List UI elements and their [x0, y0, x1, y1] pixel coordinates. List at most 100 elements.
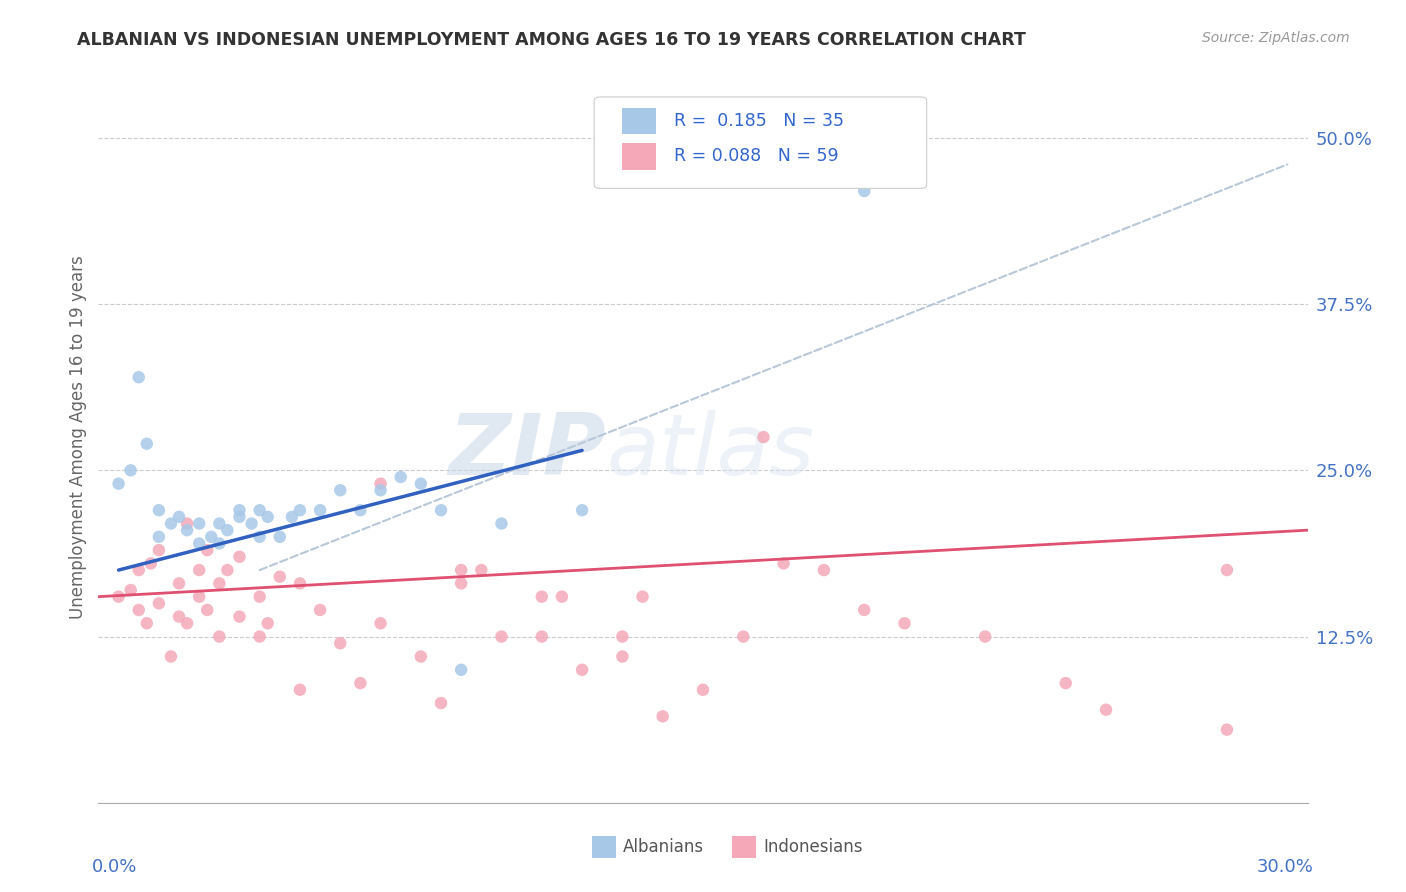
Point: [288, 503, 311, 517]
Point: [148, 503, 170, 517]
Point: [571, 503, 593, 517]
Point: [195, 603, 218, 617]
Point: [853, 603, 876, 617]
Point: [195, 543, 218, 558]
Point: [1216, 563, 1239, 577]
Point: [188, 516, 211, 531]
Point: [1095, 703, 1118, 717]
Point: [208, 576, 231, 591]
Text: R = 0.088   N = 59: R = 0.088 N = 59: [673, 147, 838, 165]
Point: [208, 516, 231, 531]
Text: R =  0.185   N = 35: R = 0.185 N = 35: [673, 112, 844, 130]
Point: [571, 663, 593, 677]
Point: [288, 682, 311, 697]
Bar: [733, 836, 756, 858]
Point: [430, 503, 453, 517]
Point: [329, 636, 352, 650]
Point: [309, 503, 332, 517]
Point: [349, 676, 371, 690]
Bar: [621, 108, 655, 135]
Point: [256, 509, 278, 524]
Point: [692, 682, 714, 697]
Point: [208, 536, 231, 550]
Point: [176, 516, 198, 531]
Point: [893, 616, 915, 631]
Point: [329, 483, 352, 498]
Text: 30.0%: 30.0%: [1257, 858, 1313, 876]
Point: [188, 590, 211, 604]
Point: [370, 616, 392, 631]
Point: [120, 582, 142, 597]
Point: [450, 563, 472, 577]
Point: [612, 649, 634, 664]
Point: [228, 503, 250, 517]
Point: [240, 516, 263, 531]
Point: [530, 630, 553, 644]
Point: [752, 430, 775, 444]
Point: [491, 630, 513, 644]
Point: [167, 609, 190, 624]
Point: [228, 609, 250, 624]
Point: [167, 576, 190, 591]
Point: [200, 530, 222, 544]
Bar: [592, 836, 616, 858]
Bar: [621, 143, 655, 169]
Text: Source: ZipAtlas.com: Source: ZipAtlas.com: [1202, 31, 1350, 45]
Point: [370, 476, 392, 491]
Point: [135, 436, 157, 450]
FancyBboxPatch shape: [595, 97, 927, 188]
Point: [389, 470, 412, 484]
Text: 0.0%: 0.0%: [93, 858, 138, 876]
Point: [349, 503, 371, 517]
Point: [249, 503, 271, 517]
Point: [409, 649, 432, 664]
Point: [409, 476, 432, 491]
Point: [288, 576, 311, 591]
Text: Albanians: Albanians: [623, 838, 704, 855]
Point: [491, 516, 513, 531]
Point: [551, 590, 574, 604]
Point: [188, 563, 211, 577]
Point: [772, 557, 794, 571]
Point: [269, 530, 291, 544]
Point: [176, 616, 198, 631]
Point: [1054, 676, 1077, 690]
Point: [107, 590, 129, 604]
Point: [249, 630, 271, 644]
Point: [208, 630, 231, 644]
Point: [470, 563, 492, 577]
Text: atlas: atlas: [606, 410, 814, 493]
Point: [450, 576, 472, 591]
Point: [217, 563, 239, 577]
Text: ALBANIAN VS INDONESIAN UNEMPLOYMENT AMONG AGES 16 TO 19 YEARS CORRELATION CHART: ALBANIAN VS INDONESIAN UNEMPLOYMENT AMON…: [77, 31, 1026, 49]
Point: [733, 630, 755, 644]
Y-axis label: Unemployment Among Ages 16 to 19 years: Unemployment Among Ages 16 to 19 years: [69, 255, 87, 619]
Point: [249, 530, 271, 544]
Point: [256, 616, 278, 631]
Point: [148, 543, 170, 558]
Point: [135, 616, 157, 631]
Point: [139, 557, 162, 571]
Point: [176, 523, 198, 537]
Point: [128, 563, 150, 577]
Point: [370, 483, 392, 498]
Point: [651, 709, 673, 723]
Point: [148, 596, 170, 610]
Point: [249, 590, 271, 604]
Point: [430, 696, 453, 710]
Point: [107, 476, 129, 491]
Point: [281, 509, 304, 524]
Point: [813, 563, 835, 577]
Point: [120, 463, 142, 477]
Point: [450, 663, 472, 677]
Point: [228, 509, 250, 524]
Point: [228, 549, 250, 564]
Text: Indonesians: Indonesians: [763, 838, 863, 855]
Text: ZIP: ZIP: [449, 410, 606, 493]
Point: [853, 184, 876, 198]
Point: [217, 523, 239, 537]
Point: [1216, 723, 1239, 737]
Point: [269, 570, 291, 584]
Point: [612, 630, 634, 644]
Point: [148, 530, 170, 544]
